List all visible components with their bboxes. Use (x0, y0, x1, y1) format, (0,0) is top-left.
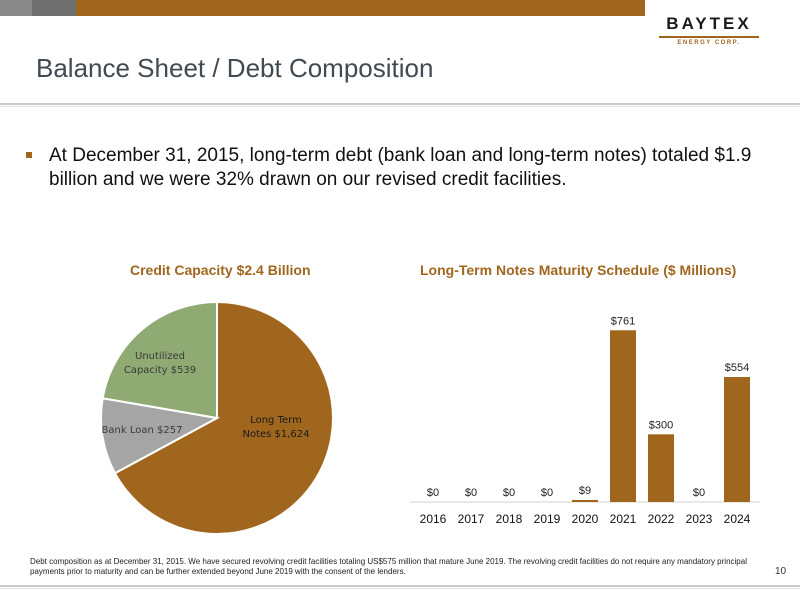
bar (648, 434, 674, 502)
pie-slice-label: Capacity $539 (124, 365, 196, 376)
footnote: Debt composition as at December 31, 2015… (30, 557, 747, 576)
pie-chart-title: Credit Capacity $2.4 Billion (130, 262, 311, 278)
bar-category-label: 2021 (610, 512, 637, 526)
bar-data-label: $0 (693, 487, 705, 499)
pie-slice-label: Notes $1,624 (242, 429, 309, 440)
bar-chart-title: Long-Term Notes Maturity Schedule ($ Mil… (420, 262, 737, 278)
bar (610, 330, 636, 502)
bar-data-label: $0 (503, 487, 515, 499)
bottom-divider-thin (0, 588, 800, 589)
logo-name: BAYTEX (666, 14, 752, 33)
page-title: Balance Sheet / Debt Composition (36, 53, 434, 83)
title-divider-thin (0, 106, 800, 107)
title-divider (0, 103, 800, 105)
pie-slice (101, 300, 218, 420)
bullet-text: At December 31, 2015, long-term debt (ba… (49, 145, 752, 190)
pie-slice (100, 397, 221, 475)
bar-category-label: 2024 (724, 512, 751, 526)
baytex-logo: BAYTEX ENERGY CORP. (655, 14, 763, 54)
logo-subtitle: ENERGY CORP. (677, 40, 741, 46)
bar-category-label: 2019 (534, 512, 561, 526)
bar (724, 376, 750, 502)
bar-data-label: $0 (427, 487, 439, 499)
bar-category-label: 2023 (686, 512, 713, 526)
top-bar-segment-dark (32, 0, 76, 16)
bar-data-label: $300 (649, 419, 673, 431)
top-bar-segment-brown (76, 0, 645, 16)
bottom-divider (0, 585, 800, 587)
bar-data-label: $0 (541, 487, 553, 499)
top-bar-segment-grey (0, 0, 32, 16)
bar-data-label: $0 (465, 487, 477, 499)
top-accent-bar (0, 0, 645, 16)
pie-slice (113, 300, 334, 535)
logo-rule (659, 36, 759, 38)
bar-category-label: 2018 (496, 512, 523, 526)
page-number: 10 (775, 566, 787, 577)
bar-category-label: 2016 (420, 512, 447, 526)
pie-slice-label: Long Term (250, 415, 302, 426)
bar-data-label: $761 (611, 315, 635, 327)
bar-data-label: $554 (725, 362, 749, 374)
bar-category-label: 2017 (458, 512, 485, 526)
pie-slice-label: Bank Loan $257 (102, 425, 183, 436)
bullet-square-icon (26, 152, 32, 158)
bar-category-label: 2022 (648, 512, 675, 526)
bar (572, 499, 598, 502)
bar-category-label: 2020 (572, 512, 599, 526)
bar-data-label: $9 (579, 485, 591, 497)
pie-slice-label: Unutilized (135, 351, 185, 362)
